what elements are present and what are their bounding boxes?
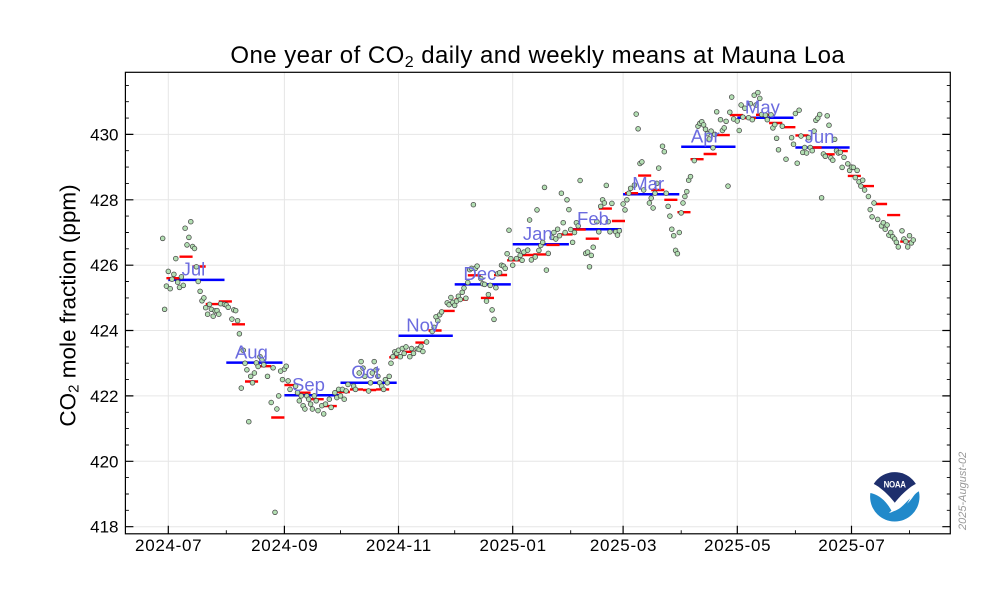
svg-text:May: May <box>745 96 781 117</box>
svg-text:Mar: Mar <box>632 173 664 194</box>
svg-text:Jul: Jul <box>182 259 206 280</box>
svg-text:2025-03: 2025-03 <box>590 536 657 555</box>
svg-text:420: 420 <box>90 452 118 471</box>
svg-text:2024-09: 2024-09 <box>251 536 318 555</box>
svg-text:424: 424 <box>90 322 118 341</box>
svg-text:Dec: Dec <box>463 263 496 284</box>
svg-text:2025-01: 2025-01 <box>479 536 546 555</box>
svg-text:Oct: Oct <box>351 362 380 383</box>
svg-text:Jan: Jan <box>523 223 553 244</box>
svg-text:2025-05: 2025-05 <box>704 536 771 555</box>
svg-text:2025-07: 2025-07 <box>818 536 885 555</box>
svg-text:2025-August-02: 2025-August-02 <box>957 452 969 531</box>
svg-text:2024-07: 2024-07 <box>135 536 202 555</box>
svg-text:Apr: Apr <box>691 126 720 147</box>
svg-text:426: 426 <box>90 256 118 275</box>
svg-text:Nov: Nov <box>406 315 440 336</box>
svg-text:Aug: Aug <box>235 341 268 362</box>
svg-text:Feb: Feb <box>577 208 609 229</box>
svg-text:430: 430 <box>90 125 118 144</box>
svg-text:NOAA: NOAA <box>884 479 906 490</box>
svg-text:Jun: Jun <box>805 126 835 147</box>
svg-text:2024-11: 2024-11 <box>366 536 432 555</box>
svg-text:418: 418 <box>90 518 118 537</box>
svg-text:422: 422 <box>90 387 118 406</box>
svg-text:428: 428 <box>90 191 118 210</box>
svg-text:Sep: Sep <box>292 374 325 395</box>
svg-text:One year of CO2 daily and week: One year of CO2 daily and weekly means a… <box>230 42 845 71</box>
